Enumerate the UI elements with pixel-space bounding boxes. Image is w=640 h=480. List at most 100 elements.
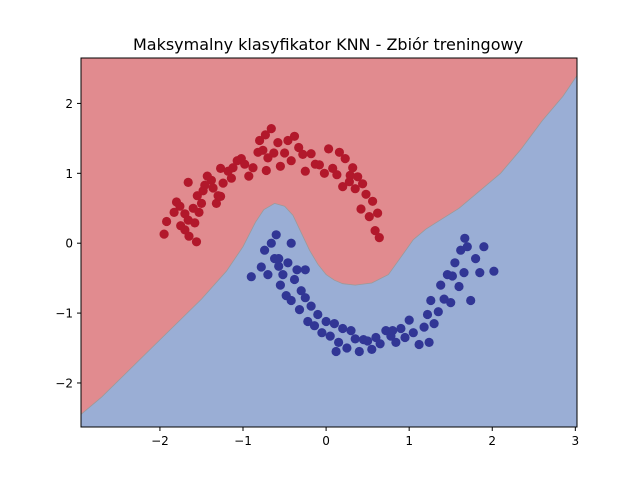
data-point-blue (350, 334, 360, 344)
data-point-red (356, 204, 366, 214)
data-point-red (260, 130, 270, 140)
data-point-red (184, 231, 194, 241)
decision-boundary (81, 75, 577, 415)
data-point-red (190, 218, 200, 228)
data-point-blue (400, 332, 410, 343)
data-point-red (269, 148, 279, 158)
data-point-blue (275, 280, 285, 290)
data-point-blue (422, 309, 433, 320)
data-point-blue (446, 298, 456, 308)
data-point-blue (266, 238, 276, 248)
data-point-blue (460, 233, 470, 243)
data-point-blue (296, 286, 306, 296)
data-point-blue (391, 337, 401, 347)
data-point-blue (396, 323, 406, 334)
data-point-red (200, 180, 210, 190)
data-point-red (338, 182, 348, 192)
data-point-red (216, 191, 226, 201)
data-point-blue (414, 339, 424, 350)
y-tick-label: 2 (65, 97, 73, 111)
data-point-blue (263, 270, 273, 280)
data-point-red (306, 149, 316, 159)
data-point-red (162, 216, 172, 227)
data-point-red (216, 163, 226, 173)
data-point-blue (459, 268, 469, 278)
data-point-red (283, 135, 293, 146)
data-point-blue (426, 295, 436, 306)
data-point-blue (388, 326, 398, 336)
data-point-red (275, 161, 285, 171)
chart-title: Maksymalny klasyfikator KNN - Zbiór tren… (133, 35, 523, 54)
data-point-blue (419, 322, 429, 332)
data-point-blue (306, 301, 316, 311)
data-point-blue (454, 281, 464, 292)
data-point-blue (475, 268, 485, 278)
data-point-red (255, 135, 265, 146)
data-point-blue (436, 280, 446, 290)
data-point-blue (331, 346, 341, 357)
data-point-red (240, 159, 250, 169)
data-point-red (228, 163, 238, 173)
data-point-blue (271, 230, 281, 240)
axes-layer: −2 −1 0 1 2 3 −2 −1 0 1 2 (55, 57, 580, 448)
data-point-red (175, 201, 185, 211)
data-point-red (314, 160, 324, 170)
data-point-blue (363, 336, 373, 346)
data-point-red (374, 233, 384, 243)
data-point-blue (300, 293, 310, 303)
data-point-blue (309, 321, 320, 331)
data-point-red (218, 178, 228, 188)
data-point-red (280, 148, 290, 158)
data-point-red (258, 145, 268, 155)
points-layer (159, 124, 499, 357)
data-point-blue (294, 305, 305, 315)
data-point-red (294, 142, 304, 153)
data-point-blue (274, 254, 284, 264)
x-tick-label: −2 (151, 434, 169, 448)
data-point-blue (274, 261, 284, 271)
data-point-blue (313, 309, 323, 320)
data-point-red (211, 198, 221, 208)
data-point-blue (354, 346, 364, 357)
data-point-blue (325, 331, 335, 341)
data-point-red (345, 170, 355, 180)
data-point-blue (300, 265, 310, 275)
data-point-blue (286, 295, 296, 306)
data-point-red (368, 196, 378, 206)
data-point-red (248, 163, 258, 173)
data-point-red (350, 184, 360, 194)
data-point-red (340, 154, 350, 164)
data-point-blue (283, 258, 293, 268)
data-point-blue (433, 307, 443, 317)
data-point-red (206, 175, 216, 185)
x-tick-label: 1 (405, 434, 413, 448)
axes-frame (80, 57, 578, 428)
data-point-blue (466, 295, 476, 306)
data-point-blue (286, 238, 296, 248)
data-point-blue (334, 337, 344, 347)
data-point-blue (256, 262, 266, 272)
data-point-blue (462, 242, 472, 252)
data-point-blue (289, 274, 300, 285)
data-point-blue (479, 242, 489, 252)
data-point-red (159, 229, 169, 239)
data-point-red (300, 166, 310, 176)
data-point-blue (246, 272, 256, 282)
x-tick-label: 0 (322, 434, 330, 448)
data-point-red (183, 177, 193, 187)
data-point-red (208, 183, 218, 193)
y-tick-label: −2 (55, 376, 73, 390)
data-point-blue (429, 319, 439, 329)
y-tick-label: 0 (65, 237, 73, 251)
data-point-red (194, 207, 204, 217)
data-point-red (358, 179, 368, 189)
data-point-red (191, 237, 202, 247)
data-point-blue (342, 343, 352, 353)
data-point-blue (367, 344, 377, 354)
data-point-blue (346, 326, 356, 336)
x-tick-label: −1 (234, 434, 252, 448)
data-point-red (334, 147, 344, 157)
x-tick-label: 3 (572, 434, 580, 448)
data-point-red (324, 144, 334, 154)
